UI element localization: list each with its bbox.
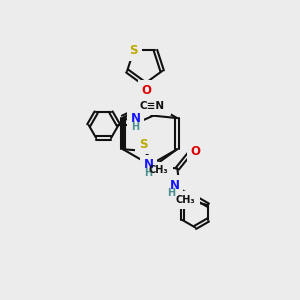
Text: S: S xyxy=(130,44,138,57)
Text: O: O xyxy=(141,84,152,97)
Text: S: S xyxy=(138,137,148,152)
Text: O: O xyxy=(190,144,202,159)
Text: CH₃: CH₃ xyxy=(176,195,195,205)
Text: H: H xyxy=(167,188,175,198)
Text: H: H xyxy=(131,122,140,132)
Text: CH₃: CH₃ xyxy=(146,164,170,177)
Text: H: H xyxy=(145,168,153,178)
Text: N: N xyxy=(129,111,142,126)
Text: O: O xyxy=(191,145,201,158)
Text: N: N xyxy=(142,158,155,172)
Text: N: N xyxy=(130,112,140,125)
Text: O: O xyxy=(140,82,153,98)
Text: CH₃: CH₃ xyxy=(173,193,198,206)
Text: N: N xyxy=(168,178,181,193)
Text: S: S xyxy=(139,138,147,151)
Text: N: N xyxy=(169,179,179,192)
Text: S: S xyxy=(129,43,139,58)
Text: C≡N: C≡N xyxy=(136,100,168,113)
Text: CH₃: CH₃ xyxy=(148,165,168,176)
Text: C≡N: C≡N xyxy=(140,101,165,111)
Text: N: N xyxy=(143,158,154,171)
